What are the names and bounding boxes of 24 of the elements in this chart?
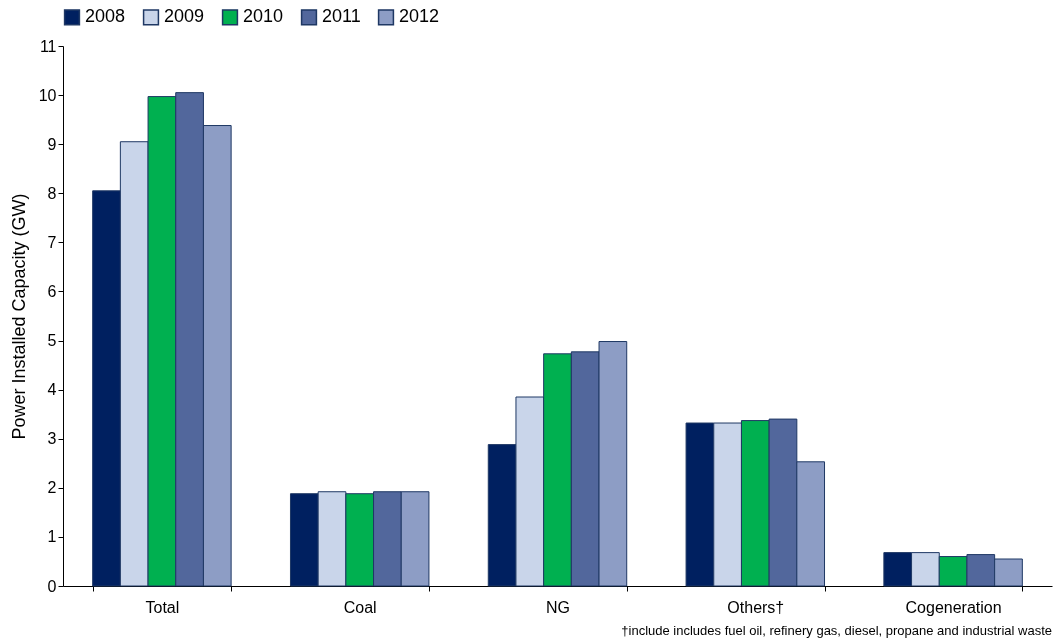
y-tick-label: 11 (39, 37, 57, 55)
y-tick-label: 4 (47, 381, 57, 399)
legend-label: 2012 (399, 6, 440, 27)
y-tick-label: 7 (47, 233, 57, 251)
y-axis-title: Power Installed Capacity (GW) (8, 193, 29, 440)
y-tick-label: 2 (47, 479, 57, 497)
x-tick-label: Total (145, 598, 180, 616)
legend-label: 2011 (322, 6, 361, 27)
y-tick-label: 0 (47, 577, 57, 595)
y-tick-label: 10 (38, 86, 57, 104)
legend-label: 2010 (243, 6, 284, 27)
legend-label: 2008 (85, 6, 126, 27)
y-tick-label: 3 (47, 430, 57, 448)
x-tick-label: NG (546, 598, 570, 616)
text: †include includes fuel oil, refinery gas, diesel, propane and industrial waste (621, 623, 1052, 638)
y-tick-label: 1 (47, 528, 57, 546)
legend-label: 2009 (164, 6, 205, 27)
x-tick-label: Cogeneration (905, 598, 1002, 616)
y-tick-label: 5 (47, 332, 57, 350)
x-tick-label: Others† (727, 598, 785, 616)
y-tick-label: 9 (47, 135, 57, 153)
y-tick-label: 8 (47, 184, 57, 202)
y-tick-label: 6 (47, 282, 57, 300)
x-tick-label: Coal (343, 598, 377, 616)
